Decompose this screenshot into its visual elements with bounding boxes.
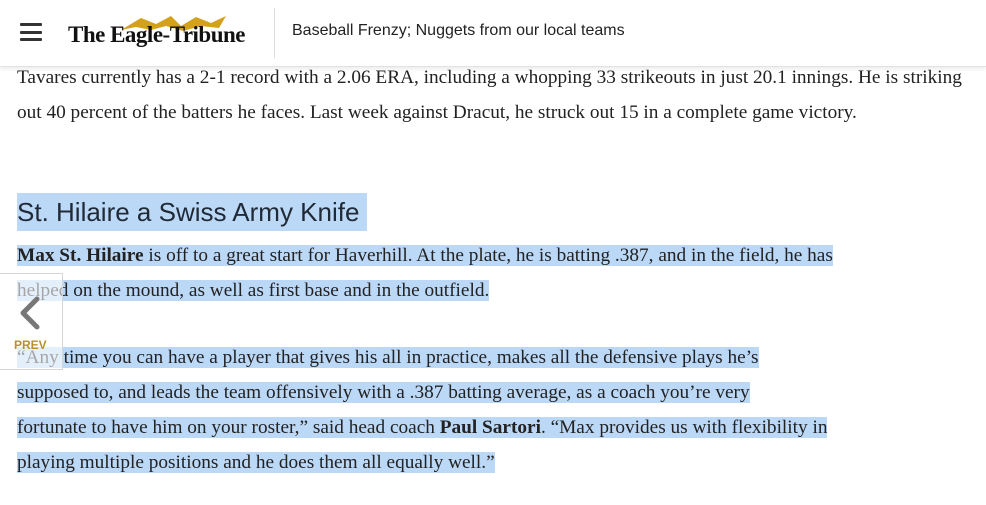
p3-line3a-text: fortunate to have him on your roster,” s… [17,417,440,438]
site-header: The Eagle-Tribune Baseball Frenzy; Nugge… [0,0,986,67]
prev-label: PREV [14,338,47,352]
logo-text: The Eagle-Tribune [68,22,246,47]
eagle-icon [121,16,226,31]
player-name: Max St. Hilaire [17,245,144,266]
paragraph-coach-quote: “Any time you can have a player that giv… [17,340,972,480]
hamburger-icon[interactable] [20,23,42,41]
prev-button[interactable]: PREV [0,273,63,370]
page-title: Baseball Frenzy; Nuggets from our local … [292,22,625,39]
p3-line1-text: “Any time you can have a player that giv… [17,347,759,368]
p2-line1-text: is off to a great start for Haverhill. A… [143,245,833,266]
paragraph-st-hilaire: Max St. Hilaire is off to a great start … [17,238,972,308]
chevron-left-icon [20,296,40,330]
paragraph-tavares: Tavares currently has a 2-1 record with … [17,67,962,123]
section-subheading: St. Hilaire a Swiss Army Knife [17,193,368,231]
header-divider [274,8,275,58]
p2-line2-text: helped on the mound, as well as first ba… [17,280,490,301]
p3-line4-text: playing multiple positions and he does t… [17,452,495,473]
coach-name: Paul Sartori [439,417,541,438]
p3-line2-text: supposed to, and leads the team offensiv… [17,382,750,403]
p3-line3b-text: . “Max provides us with flexibility in [540,417,828,438]
